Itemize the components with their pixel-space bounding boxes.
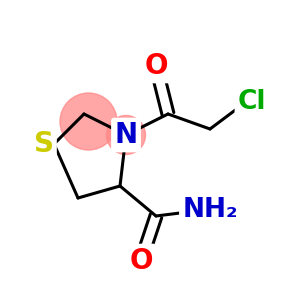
Circle shape bbox=[60, 93, 117, 150]
Circle shape bbox=[106, 116, 146, 154]
Text: O: O bbox=[129, 247, 153, 275]
Text: N: N bbox=[114, 121, 138, 149]
Text: Cl: Cl bbox=[238, 89, 266, 115]
Text: S: S bbox=[34, 130, 53, 158]
Text: O: O bbox=[144, 52, 168, 80]
Text: NH₂: NH₂ bbox=[182, 197, 238, 223]
